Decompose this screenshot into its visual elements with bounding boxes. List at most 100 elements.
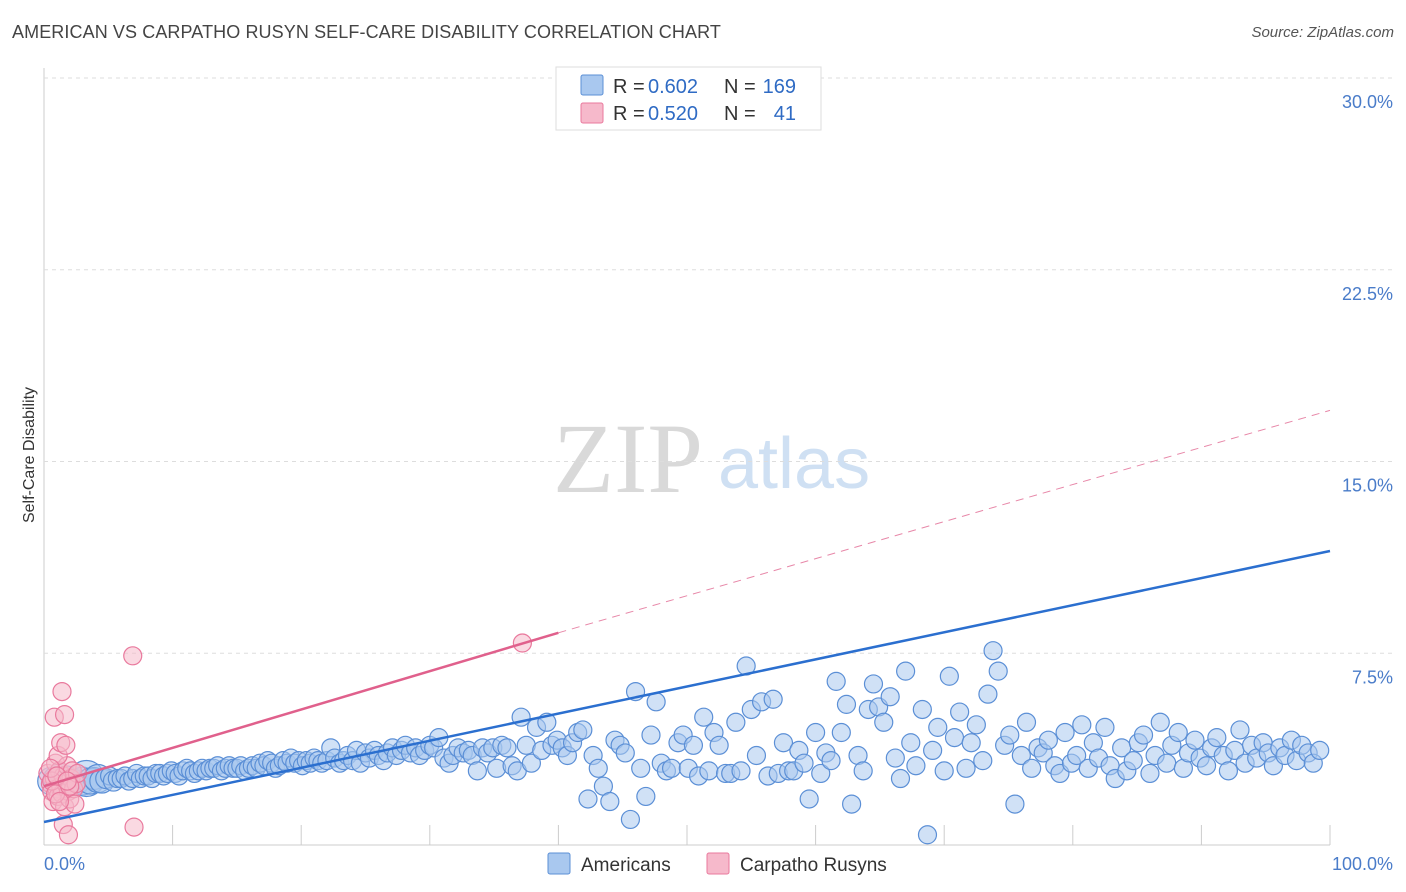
point-american (923, 740, 943, 761)
point-american (799, 789, 819, 809)
point-american (573, 720, 593, 740)
point-american (1022, 758, 1042, 778)
x-tick-labels: 0.0% 100.0% (44, 854, 1393, 874)
point-carpatho-rusyn (123, 646, 143, 666)
point-american (746, 745, 767, 766)
legend-r-value-americans: 0.602 (648, 76, 698, 98)
legend-swatch-americans (580, 74, 604, 96)
point-american (497, 738, 517, 758)
point-american (1185, 730, 1205, 750)
point-american (1218, 761, 1239, 781)
point-american (939, 666, 959, 686)
series-americans (37, 641, 1330, 845)
correlation-legend: R = 0.602 N = 169 R = 0.520 N = 41 (555, 66, 822, 131)
point-american (896, 661, 916, 681)
point-american (966, 715, 986, 735)
trend-lines (43, 409, 1331, 824)
point-american (578, 789, 598, 809)
point-american (831, 722, 851, 743)
point-american (811, 763, 831, 784)
point-american (805, 722, 826, 743)
source-label: Source: ZipAtlas.com (1251, 24, 1394, 41)
point-american (1016, 712, 1037, 732)
point-american (661, 758, 682, 778)
point-carpatho-rusyn (124, 817, 144, 837)
point-american (1150, 712, 1170, 732)
point-american (842, 794, 862, 814)
y-tick-label: 22.5% (1342, 284, 1393, 304)
point-carpatho-rusyn (52, 681, 72, 702)
point-american (836, 694, 857, 714)
point-carpatho-rusyn (58, 825, 79, 845)
point-american (1140, 763, 1160, 784)
point-american (600, 791, 620, 812)
y-tick-labels: 7.5% 15.0% 22.5% 30.0% (1342, 92, 1393, 687)
point-american (821, 751, 841, 771)
point-american (641, 725, 661, 745)
point-american (906, 756, 926, 776)
point-american (773, 733, 794, 753)
point-american (1123, 751, 1143, 771)
legend-n-value-rusyns: 41 (774, 103, 796, 125)
y-tick-label: 30.0% (1342, 92, 1393, 112)
point-american (731, 761, 751, 781)
point-american (620, 809, 641, 830)
point-american (1196, 756, 1217, 776)
point-american (1000, 725, 1020, 745)
point-american (794, 753, 814, 773)
point-american (588, 758, 608, 778)
point-american (1310, 740, 1330, 761)
trend-line-rusyns (43, 631, 559, 788)
point-american (1095, 717, 1115, 737)
point-american (709, 735, 729, 755)
point-american (1005, 794, 1025, 814)
point-american (1133, 725, 1154, 745)
y-axis-label: Self-Care Disability (21, 387, 38, 523)
point-american (1072, 715, 1092, 735)
trend-line-americans (43, 549, 1331, 824)
point-american (885, 748, 905, 768)
point-american (901, 733, 921, 753)
point-american (1067, 745, 1087, 766)
point-american (917, 825, 938, 845)
point-american (874, 712, 894, 732)
trend-line-rusyns-extension (558, 409, 1331, 634)
bottom-legend-swatch-americans (547, 852, 571, 875)
chart-title: AMERICAN VS CARPATHO RUSYN SELF-CARE DIS… (12, 22, 721, 42)
series-carpatho-rusyns (38, 633, 532, 845)
watermark-atlas: atlas (718, 424, 870, 504)
legend-n-value-americans: 169 (763, 76, 796, 98)
point-american (934, 761, 954, 781)
point-american (521, 753, 541, 773)
point-american (763, 689, 783, 709)
point-american (1011, 745, 1031, 766)
point-american (928, 717, 948, 737)
y-tick-label: 15.0% (1342, 476, 1393, 496)
y-tick-label: 7.5% (1352, 667, 1393, 687)
point-american (631, 758, 651, 778)
point-american (983, 641, 1003, 661)
point-american (636, 786, 656, 807)
point-american (615, 743, 635, 763)
watermark-zip: ZIP (553, 403, 703, 514)
point-american (1055, 722, 1075, 743)
legend-swatch-rusyns (580, 102, 604, 124)
point-american (880, 687, 900, 707)
x-tick-label-min: 0.0% (44, 854, 85, 874)
point-american (726, 712, 746, 732)
legend-r-label-americans: R = (613, 76, 645, 98)
x-axis-ticks (172, 825, 1331, 845)
point-american (467, 761, 487, 781)
point-american (1038, 730, 1058, 750)
point-american (961, 733, 981, 753)
point-american (988, 661, 1008, 681)
point-carpatho-rusyn (54, 705, 75, 725)
point-american (694, 707, 714, 727)
point-american (944, 728, 965, 748)
point-american (978, 684, 998, 704)
x-tick-label-max: 100.0% (1332, 854, 1393, 874)
point-american (826, 671, 846, 691)
legend-r-value-rusyns: 0.520 (648, 103, 698, 125)
point-american (890, 768, 911, 789)
